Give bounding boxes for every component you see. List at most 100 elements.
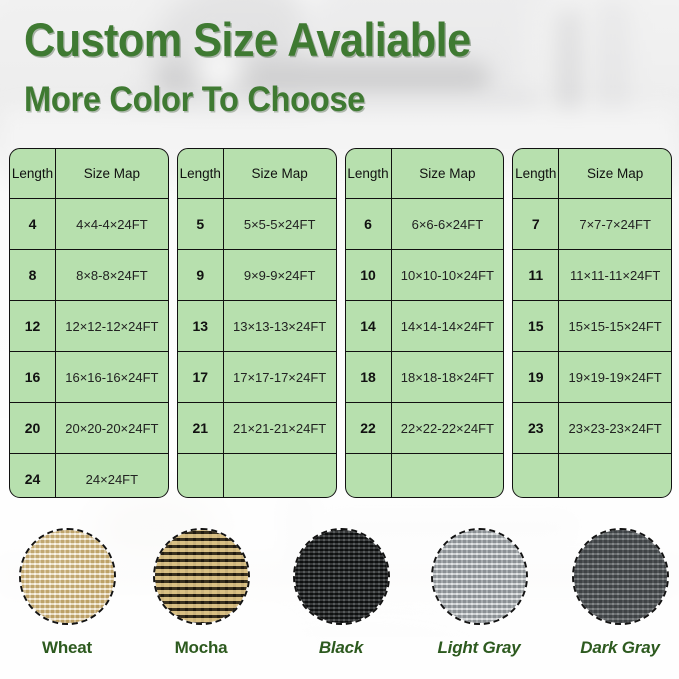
cell-size-map: 23×23-23×24FT [568,420,662,436]
cell-length: 21 [178,403,224,453]
cell-length: 12 [10,301,56,351]
column-header-length: Length [178,149,224,198]
cell-size-map [559,454,671,497]
cell-length: 17 [178,352,224,402]
table-row: 24 24×24FT [10,454,168,497]
table-row: 22 22×22-22×24FT [345,403,504,454]
cell-size-map: 16×16-16×24FT [65,369,159,385]
table-row: 17 17×17-17×24FT [177,352,336,403]
fabric-texture [20,530,114,623]
cell-size-map: 13×13-13×24FT [233,318,327,334]
cell-length: 5 [178,199,224,249]
color-swatch[interactable]: Light Gray [419,515,539,679]
cell-length: 13 [178,301,224,351]
cell-length: 18 [346,352,392,402]
cell-size-map: 6×6-6×24FT [411,216,484,232]
cell-length: 6 [346,199,392,249]
swatch-label: Black [318,638,364,657]
swatch-circle[interactable] [292,528,390,625]
cell-length [346,454,392,497]
swatch-circle[interactable] [18,528,116,625]
cell-size-map [224,454,336,497]
cell-length: 23 [513,403,560,453]
size-table: Length Size Map 7 7×7-7×24FT 11 11×11-11×24FT… [512,148,672,498]
color-swatch[interactable]: Mocha [141,515,261,679]
cell-size-map: 9×9-9×24FT [243,267,316,283]
cell-size-map: 7×7-7×24FT [579,216,651,232]
fabric-texture [432,530,526,623]
cell-size-map: 18×18-18×24FT [400,369,494,385]
table-row: 16 16×16-16×24FT [10,352,168,403]
cell-size-map [392,454,504,497]
table-row: 12 12×12-12×24FT [10,301,168,352]
table-row: 13 13×13-13×24FT [177,301,336,352]
color-swatch[interactable]: Dark Gray [560,515,679,679]
swatch-label: Wheat [41,638,92,657]
column-header-size-map: Size Map [419,166,476,181]
table-header-row: Length Size Map [345,149,504,199]
table-row: 4 4×4-4×24FT [10,199,168,250]
fabric-texture [294,530,388,623]
table-row [513,454,671,497]
size-table: Length Size Map 4 4×4-4×24FT 8 8×8-8×24FT 12 12… [9,148,169,498]
cell-size-map: 4×4-4×24FT [76,216,148,232]
table-row: 14 14×14-14×24FT [345,301,504,352]
table-row: 19 19×19-19×24FT [513,352,671,403]
column-header-size-map: Size Map [83,166,141,181]
column-header-length: Length [346,149,392,198]
table-row [178,454,336,497]
swatch-circle[interactable] [571,528,669,625]
table-row: 20 20×20-20×24FT [10,403,168,454]
color-swatches-group: Wheat Mocha Black Light Gray Dark Gray [0,515,679,679]
color-swatch[interactable]: Black [281,515,401,679]
cell-length: 7 [513,199,560,249]
fabric-texture [573,530,667,623]
cell-size-map: 19×19-19×24FT [568,369,662,385]
size-tables-group: Length Size Map 4 4×4-4×24FT 8 8×8-8×24FT 12 12… [9,148,672,498]
cell-size-map: 14×14-14×24FT [400,318,494,334]
table-row: 9 9×9-9×24FT [177,250,336,301]
table-row: 23 23×23-23×24FT [513,403,671,454]
cell-length: 20 [10,403,56,453]
cell-size-map: 11×11-11×24FT [569,267,661,283]
cell-size-map: 20×20-20×24FT [65,420,159,436]
swatch-circle[interactable] [430,528,528,625]
table-row: 11 11×11-11×24FT [513,250,671,301]
cell-length: 22 [346,403,392,453]
cell-length: 11 [513,250,560,300]
cell-length: 15 [513,301,560,351]
cell-size-map: 15×15-15×24FT [568,318,662,334]
page-subtitle: More Color To Choose [24,80,366,119]
table-row: 5 5×5-5×24FT [177,199,336,250]
table-row: 21 21×21-21×24FT [177,403,336,454]
cell-size-map: 12×12-12×24FT [65,318,159,334]
table-row: 6 6×6-6×24FT [345,199,504,250]
cell-length: 24 [10,454,56,497]
swatch-label: Mocha [174,638,228,657]
fabric-texture [154,530,248,623]
cell-length: 9 [178,250,224,300]
cell-length: 16 [10,352,56,402]
cell-length: 19 [513,352,560,402]
cell-size-map: 10×10-10×24FT [400,267,494,283]
swatch-label: Light Gray [437,638,521,657]
table-row: 18 18×18-18×24FT [345,352,504,403]
size-table: Length Size Map 6 6×6-6×24FT 10 10×10-10×24FT… [344,148,505,498]
cell-size-map: 17×17-17×24FT [233,369,327,385]
column-header-length: Length [513,149,560,198]
cell-size-map: 21×21-21×24FT [233,420,327,436]
cell-size-map: 8×8-8×24FT [76,267,148,283]
swatch-label: Dark Gray [580,638,660,657]
page-title: Custom Size Avaliable [24,13,471,66]
table-row [346,454,504,497]
column-header-size-map: Size Map [586,166,644,181]
table-row: 7 7×7-7×24FT [513,199,671,250]
cell-length [178,454,224,497]
cell-length: 4 [10,199,56,249]
color-swatch[interactable]: Wheat [7,515,127,679]
table-row: 10 10×10-10×24FT [345,250,504,301]
table-row: 15 15×15-15×24FT [513,301,671,352]
cell-size-map: 24×24FT [85,471,139,487]
swatch-circle[interactable] [152,528,250,625]
cell-size-map: 5×5-5×24FT [243,216,316,232]
